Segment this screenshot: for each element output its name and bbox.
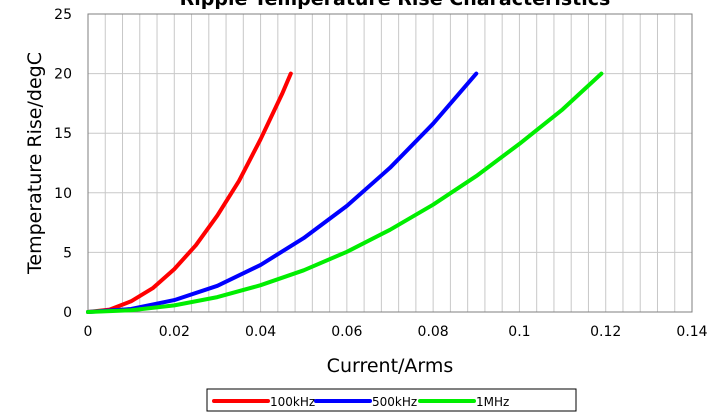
y-tick-label: 20	[54, 67, 72, 83]
legend-item-500kHz: 500kHz	[314, 395, 417, 409]
x-tick-label: 0.02	[159, 324, 190, 340]
x-tick-label: 0.06	[331, 324, 362, 340]
plot-area-border	[87, 13, 693, 313]
legend-label: 100kHz	[270, 395, 315, 409]
x-tick-label: 0	[84, 324, 93, 340]
grid	[88, 13, 692, 313]
series-line-100kHz	[86, 71, 293, 314]
series-lines	[86, 71, 604, 314]
y-axis-title: Temperature Rise/degC	[24, 52, 46, 275]
legend-item-1MHz: 1MHz	[418, 395, 509, 409]
series-line-1MHz	[86, 71, 604, 314]
legend-box	[206, 388, 577, 412]
y-tick-label: 25	[54, 7, 72, 23]
x-tick-label: 0.04	[245, 324, 276, 340]
x-tick-label: 0.12	[590, 324, 621, 340]
x-axis-title: Current/Arms	[327, 355, 454, 377]
y-tick-label: 15	[54, 126, 72, 142]
legend-label: 1MHz	[476, 395, 509, 409]
y-tick-label: 0	[63, 305, 72, 321]
series-line-500kHz	[86, 71, 479, 314]
legend: 100kHz 500kHz 1MHz	[212, 395, 509, 409]
y-tick-label: 5	[63, 245, 72, 261]
x-tick-label: 0.14	[676, 324, 707, 340]
y-tick-label: 10	[54, 186, 72, 202]
chart-title: Ripple Temperature Rise Characteristics	[180, 0, 611, 10]
x-tick-label: 0.08	[418, 324, 449, 340]
tick-labels: 0 0.02 0.04 0.06 0.08 0.1 0.12 0.14 0 5 10 15 20 25	[54, 7, 708, 340]
x-tick-label: 0.1	[508, 324, 530, 340]
legend-item-100kHz: 100kHz	[212, 395, 315, 409]
legend-label: 500kHz	[372, 395, 417, 409]
